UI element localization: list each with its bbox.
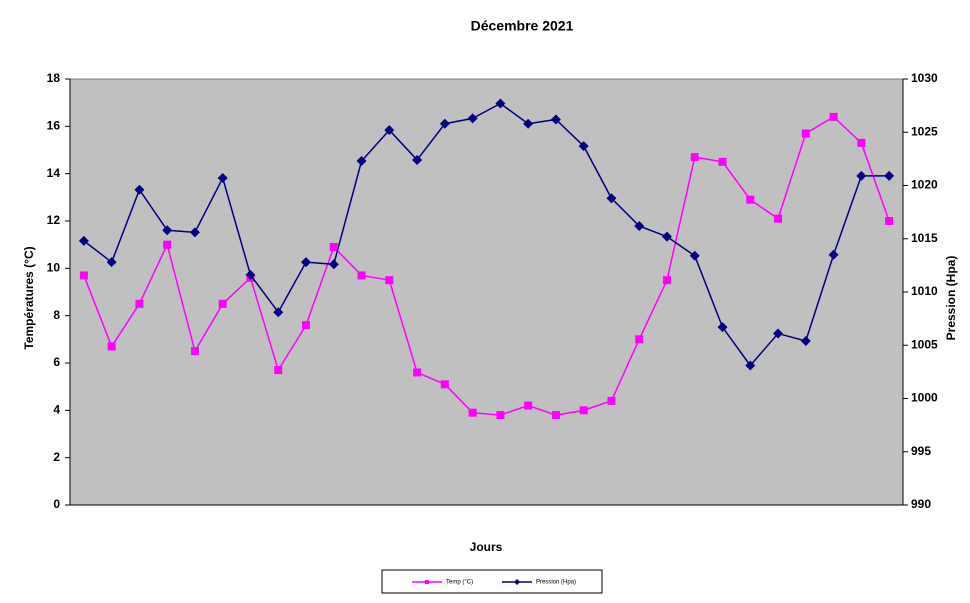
y-tick-label: 0 — [53, 497, 60, 511]
marker — [884, 170, 895, 181]
marker — [439, 118, 450, 129]
y2-tick-label: 1030 — [911, 71, 938, 85]
y2-tick-label: 1010 — [911, 284, 938, 298]
marker — [79, 271, 88, 280]
marker — [746, 195, 755, 204]
marker — [163, 240, 172, 249]
marker — [384, 125, 395, 136]
marker — [661, 231, 672, 242]
marker — [606, 193, 617, 204]
marker — [245, 269, 256, 280]
marker — [329, 243, 338, 252]
marker — [524, 401, 533, 410]
marker — [328, 259, 339, 270]
y2-tick-label: 990 — [911, 497, 931, 511]
marker — [717, 322, 728, 333]
marker — [523, 118, 534, 129]
marker — [496, 411, 505, 420]
marker — [578, 141, 589, 152]
marker — [413, 368, 422, 377]
marker — [718, 157, 727, 166]
legend-label: Pression (Hpa) — [536, 580, 576, 586]
y2-tick-label: 1025 — [911, 124, 938, 138]
y-tick-label: 18 — [47, 71, 61, 85]
marker — [857, 138, 866, 147]
series-line — [83, 102, 890, 367]
chart-title: Décembre 2021 — [471, 18, 574, 34]
y2-tick-label: 995 — [911, 444, 931, 458]
plot-area — [69, 78, 904, 506]
marker — [607, 396, 616, 405]
marker — [856, 170, 867, 181]
marker — [218, 299, 227, 308]
marker — [635, 335, 644, 344]
y2-tick-label: 1015 — [911, 231, 938, 245]
marker — [134, 184, 145, 195]
y-tick-label: 16 — [47, 119, 61, 133]
marker — [190, 347, 199, 356]
y2-tick-label: 1005 — [911, 337, 938, 351]
marker — [579, 406, 588, 415]
marker — [385, 276, 394, 285]
y-tick-label: 14 — [47, 166, 61, 180]
marker — [634, 220, 645, 231]
marker — [829, 112, 838, 121]
marker — [274, 366, 283, 375]
legend — [381, 569, 603, 594]
marker — [412, 154, 423, 165]
marker — [800, 335, 811, 346]
marker — [689, 250, 700, 261]
marker — [78, 235, 89, 246]
marker — [801, 129, 810, 138]
marker — [135, 299, 144, 308]
marker — [302, 321, 311, 330]
marker — [440, 380, 449, 389]
marker — [514, 579, 520, 585]
y2-tick-label: 1020 — [911, 178, 938, 192]
marker — [828, 249, 839, 260]
marker — [356, 156, 367, 167]
marker — [773, 328, 784, 339]
marker — [690, 153, 699, 162]
y-tick-label: 12 — [47, 213, 61, 227]
marker — [357, 271, 366, 280]
y2-axis-label: Pression (Hpa) — [944, 256, 958, 341]
y-tick-label: 4 — [53, 403, 60, 417]
marker — [301, 257, 312, 268]
y2-tick-label: 1000 — [911, 391, 938, 405]
x-axis-label: Jours — [470, 540, 503, 554]
marker — [425, 580, 429, 584]
marker — [273, 307, 284, 318]
marker — [189, 227, 200, 238]
series-line — [83, 115, 890, 416]
marker — [107, 342, 116, 351]
marker — [885, 217, 894, 225]
y-tick-label: 10 — [47, 261, 61, 275]
marker — [550, 114, 561, 125]
marker — [162, 225, 173, 236]
y-tick-label: 6 — [53, 355, 60, 369]
marker — [774, 214, 783, 223]
marker — [467, 113, 478, 124]
marker — [106, 257, 117, 268]
marker — [468, 408, 477, 417]
marker — [662, 276, 671, 285]
y-axis-label: Températures (°C) — [22, 246, 36, 349]
marker — [495, 98, 506, 109]
marker — [551, 411, 560, 420]
y-tick-label: 2 — [53, 450, 60, 464]
legend-label: Temp (°C) — [446, 580, 473, 586]
marker — [745, 360, 756, 371]
y-tick-label: 8 — [53, 308, 60, 322]
marker — [217, 173, 228, 184]
